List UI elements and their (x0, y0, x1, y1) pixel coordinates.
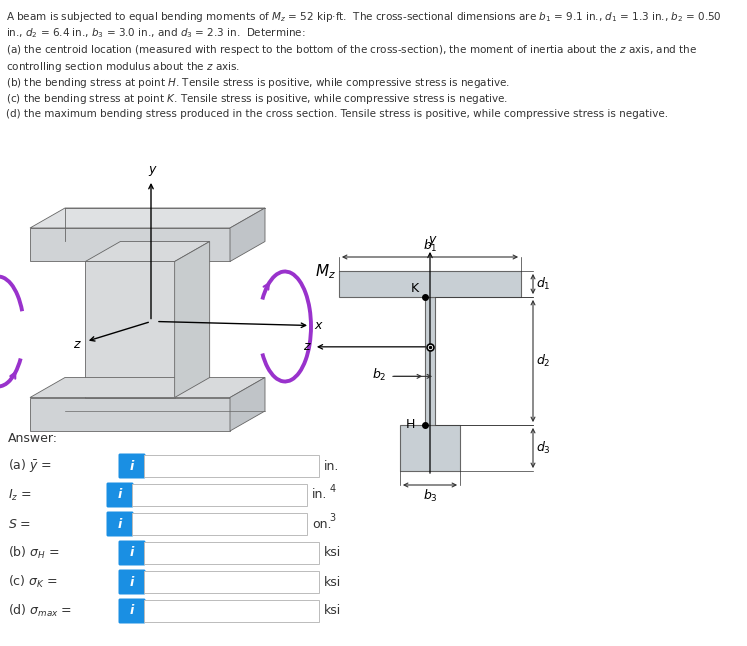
Polygon shape (30, 208, 265, 228)
Bar (400, 425, 460, 471)
Polygon shape (30, 228, 230, 262)
FancyBboxPatch shape (144, 571, 319, 593)
Text: controlling section modulus about the $z$ axis.: controlling section modulus about the $z… (6, 59, 241, 74)
FancyBboxPatch shape (119, 570, 146, 594)
Text: $I_z$ =: $I_z$ = (8, 488, 32, 503)
Text: in., $d_2$ = 6.4 in., $b_3$ = 3.0 in., and $d_3$ = 2.3 in.  Determine:: in., $d_2$ = 6.4 in., $b_3$ = 3.0 in., a… (6, 26, 306, 40)
Text: $S$ =: $S$ = (8, 517, 31, 530)
Text: i: i (130, 547, 134, 559)
FancyBboxPatch shape (144, 600, 319, 622)
Text: Answer:: Answer: (8, 432, 58, 445)
Text: K: K (411, 282, 419, 295)
Text: 4: 4 (329, 484, 335, 494)
Text: ksi: ksi (324, 547, 341, 559)
FancyBboxPatch shape (107, 512, 134, 536)
Text: $b_1$: $b_1$ (423, 238, 437, 254)
Polygon shape (85, 242, 210, 262)
Text: ksi: ksi (324, 605, 341, 618)
Bar (339, 271, 521, 297)
FancyBboxPatch shape (119, 453, 146, 479)
Text: $b_3$: $b_3$ (423, 488, 438, 504)
Text: z: z (303, 340, 310, 353)
FancyBboxPatch shape (119, 541, 146, 565)
Text: in.: in. (324, 459, 339, 472)
Text: (a) $\bar{y}$ =: (a) $\bar{y}$ = (8, 457, 52, 475)
Text: i: i (130, 576, 134, 589)
FancyBboxPatch shape (107, 483, 134, 508)
Text: i: i (130, 459, 134, 472)
Text: on.: on. (312, 517, 332, 530)
Polygon shape (230, 208, 265, 262)
Text: (c) $\sigma_K$ =: (c) $\sigma_K$ = (8, 574, 58, 590)
Bar (425, 297, 435, 425)
FancyBboxPatch shape (132, 484, 307, 506)
Text: $b_2$: $b_2$ (373, 368, 387, 384)
Text: x: x (314, 319, 321, 332)
Polygon shape (230, 377, 265, 431)
Text: $d_3$: $d_3$ (536, 440, 551, 456)
Text: (b) $\sigma_H$ =: (b) $\sigma_H$ = (8, 545, 60, 561)
Text: z: z (73, 338, 80, 351)
Text: in.: in. (312, 488, 327, 501)
Text: i: i (118, 517, 122, 530)
FancyBboxPatch shape (119, 598, 146, 623)
FancyBboxPatch shape (144, 542, 319, 564)
Text: ksi: ksi (324, 576, 341, 589)
Text: (a) the centroid location (measured with respect to the bottom of the cross-sect: (a) the centroid location (measured with… (6, 43, 697, 57)
Text: $d_2$: $d_2$ (536, 353, 551, 369)
Text: (d) the maximum bending stress produced in the cross section. Tensile stress is : (d) the maximum bending stress produced … (6, 109, 668, 119)
Text: A beam is subjected to equal bending moments of $M_z$ = 52 kip·ft.  The cross-se: A beam is subjected to equal bending mom… (6, 10, 722, 24)
FancyBboxPatch shape (132, 513, 307, 535)
Text: y: y (428, 233, 436, 246)
Text: (c) the bending stress at point $K$. Tensile stress is positive, while compressi: (c) the bending stress at point $K$. Ten… (6, 92, 508, 107)
Polygon shape (85, 262, 175, 397)
Text: H: H (406, 419, 415, 432)
Text: (d) $\sigma_{max}$ =: (d) $\sigma_{max}$ = (8, 603, 72, 619)
Text: i: i (130, 605, 134, 618)
Text: 3: 3 (329, 513, 335, 523)
Polygon shape (30, 377, 265, 397)
Text: (b) the bending stress at point $H$. Tensile stress is positive, while compressi: (b) the bending stress at point $H$. Ten… (6, 76, 510, 90)
Text: i: i (118, 488, 122, 501)
Polygon shape (175, 242, 210, 397)
Text: $M_z$: $M_z$ (315, 262, 336, 281)
Text: y: y (149, 163, 155, 176)
FancyBboxPatch shape (144, 455, 319, 477)
Text: $d_1$: $d_1$ (536, 276, 551, 292)
Polygon shape (30, 397, 230, 431)
